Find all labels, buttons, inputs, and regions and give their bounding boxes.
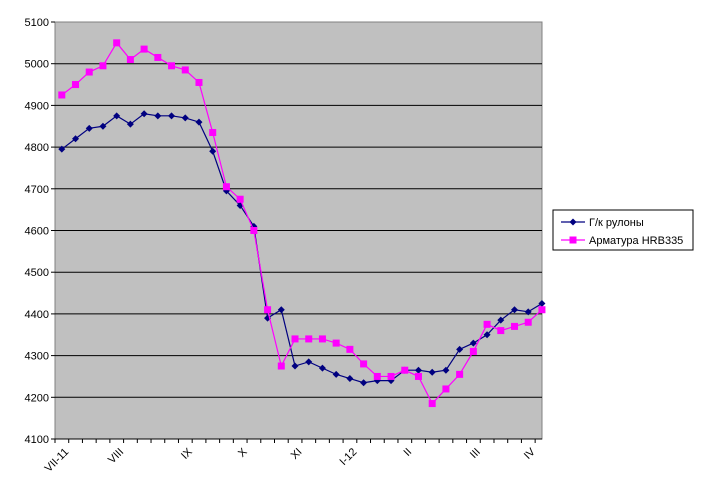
data-point <box>264 306 272 314</box>
data-point <box>346 345 354 353</box>
data-point <box>483 331 491 339</box>
data-point <box>346 375 354 383</box>
data-point <box>72 81 80 89</box>
data-point <box>305 335 313 343</box>
data-point <box>360 379 368 387</box>
data-point <box>291 335 299 343</box>
y-tick-label: 4100 <box>25 434 49 446</box>
data-point <box>332 339 340 347</box>
data-point <box>511 322 519 330</box>
data-point <box>332 370 340 378</box>
series-layer <box>58 39 546 408</box>
x-tick-label: IV <box>522 446 538 462</box>
data-point <box>428 400 436 408</box>
data-point <box>442 385 450 393</box>
data-point <box>538 299 546 307</box>
y-tick-label: 4500 <box>25 267 49 279</box>
data-point <box>99 62 107 70</box>
data-point <box>126 120 134 128</box>
data-point <box>469 347 477 355</box>
data-point <box>305 358 313 366</box>
data-point <box>277 306 285 314</box>
y-tick-label: 4200 <box>25 392 49 404</box>
data-point <box>140 45 148 53</box>
data-point <box>58 145 66 153</box>
x-axis-ticks: VII-11 VIII IX X XI I-12 II III IV <box>43 438 542 475</box>
series-2 <box>58 39 546 408</box>
data-point <box>168 62 176 70</box>
y-axis-ticks: 4100 4200 4300 4400 4500 4600 4700 4800 4900 5000… <box>25 17 55 446</box>
data-point <box>209 129 217 137</box>
data-point <box>524 308 532 316</box>
y-tick-label: 4400 <box>25 309 49 321</box>
y-tick-label: 5000 <box>25 59 49 71</box>
data-point <box>291 362 299 370</box>
y-tick-label: 4300 <box>25 351 49 363</box>
data-point <box>154 112 162 120</box>
data-point <box>154 53 162 61</box>
data-point <box>72 135 80 143</box>
x-tick-label: III <box>468 446 483 461</box>
data-point <box>277 362 285 370</box>
data-point <box>236 195 244 203</box>
data-point <box>401 366 409 374</box>
legend-label-series-1: Г/к рулоны <box>589 217 644 229</box>
data-point <box>456 370 464 378</box>
y-tick-label: 5100 <box>25 17 49 29</box>
legend: Г/к рулоны Арматура HRB335 <box>552 209 694 251</box>
data-point <box>140 110 148 118</box>
data-point <box>195 118 203 126</box>
data-point <box>168 112 176 120</box>
data-point <box>387 372 395 380</box>
x-tick-label: I-12 <box>338 446 360 468</box>
data-point <box>414 366 422 374</box>
data-point <box>497 327 505 335</box>
x-tick-label: II <box>402 446 415 459</box>
data-point <box>181 66 189 74</box>
data-point <box>181 114 189 122</box>
data-point <box>85 68 93 76</box>
legend-marker-series-2 <box>569 236 577 244</box>
legend-marker-series-1 <box>569 218 577 226</box>
data-point <box>483 320 491 328</box>
x-tick-label: XI <box>289 446 305 462</box>
y-tick-label: 4700 <box>25 184 49 196</box>
x-tick-label: IX <box>179 446 195 462</box>
x-tick-label: VII-11 <box>43 446 72 475</box>
data-point <box>113 39 121 47</box>
data-point <box>497 316 505 324</box>
x-tick-label: VIII <box>106 446 126 466</box>
y-tick-label: 4900 <box>25 100 49 112</box>
data-point <box>222 183 230 191</box>
data-point <box>99 122 107 130</box>
data-point <box>318 364 326 372</box>
data-point <box>456 345 464 353</box>
data-point <box>373 372 381 380</box>
data-point <box>250 227 258 234</box>
gridlines <box>55 63 542 398</box>
data-point <box>538 306 546 314</box>
data-point <box>428 368 436 376</box>
y-tick-label: 4600 <box>25 226 49 238</box>
data-point <box>524 318 532 326</box>
data-point <box>511 306 519 314</box>
x-tick-label: X <box>236 446 250 460</box>
data-point <box>442 366 450 374</box>
data-point <box>85 124 93 132</box>
data-point <box>126 56 134 64</box>
data-point <box>58 91 66 99</box>
data-point <box>318 335 326 343</box>
data-point <box>360 360 368 368</box>
y-tick-label: 4800 <box>25 142 49 154</box>
data-point <box>414 372 422 380</box>
data-point <box>469 339 477 347</box>
legend-label-series-2: Арматура HRB335 <box>589 235 683 247</box>
data-point <box>195 78 203 86</box>
data-point <box>113 112 121 120</box>
data-point <box>209 147 217 155</box>
